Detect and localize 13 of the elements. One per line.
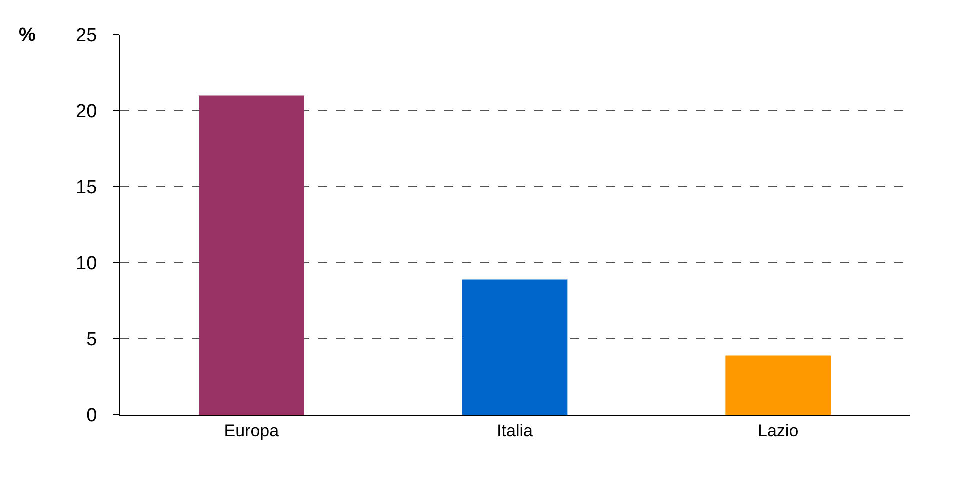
bar (462, 280, 568, 415)
y-tick-label: 10 (76, 254, 98, 275)
bar (199, 96, 304, 415)
x-tick-label: Lazio (758, 421, 799, 440)
x-tick-label: Italia (497, 421, 534, 440)
y-tick-label: 5 (86, 330, 98, 351)
y-axis-title: % (19, 25, 36, 46)
y-tick-label: 25 (76, 26, 98, 47)
y-tick-label: 15 (76, 178, 98, 199)
bar (726, 356, 831, 415)
y-tick-label: 0 (86, 406, 98, 427)
y-tick-label: 20 (76, 102, 98, 123)
x-tick-label: Europa (224, 421, 280, 440)
